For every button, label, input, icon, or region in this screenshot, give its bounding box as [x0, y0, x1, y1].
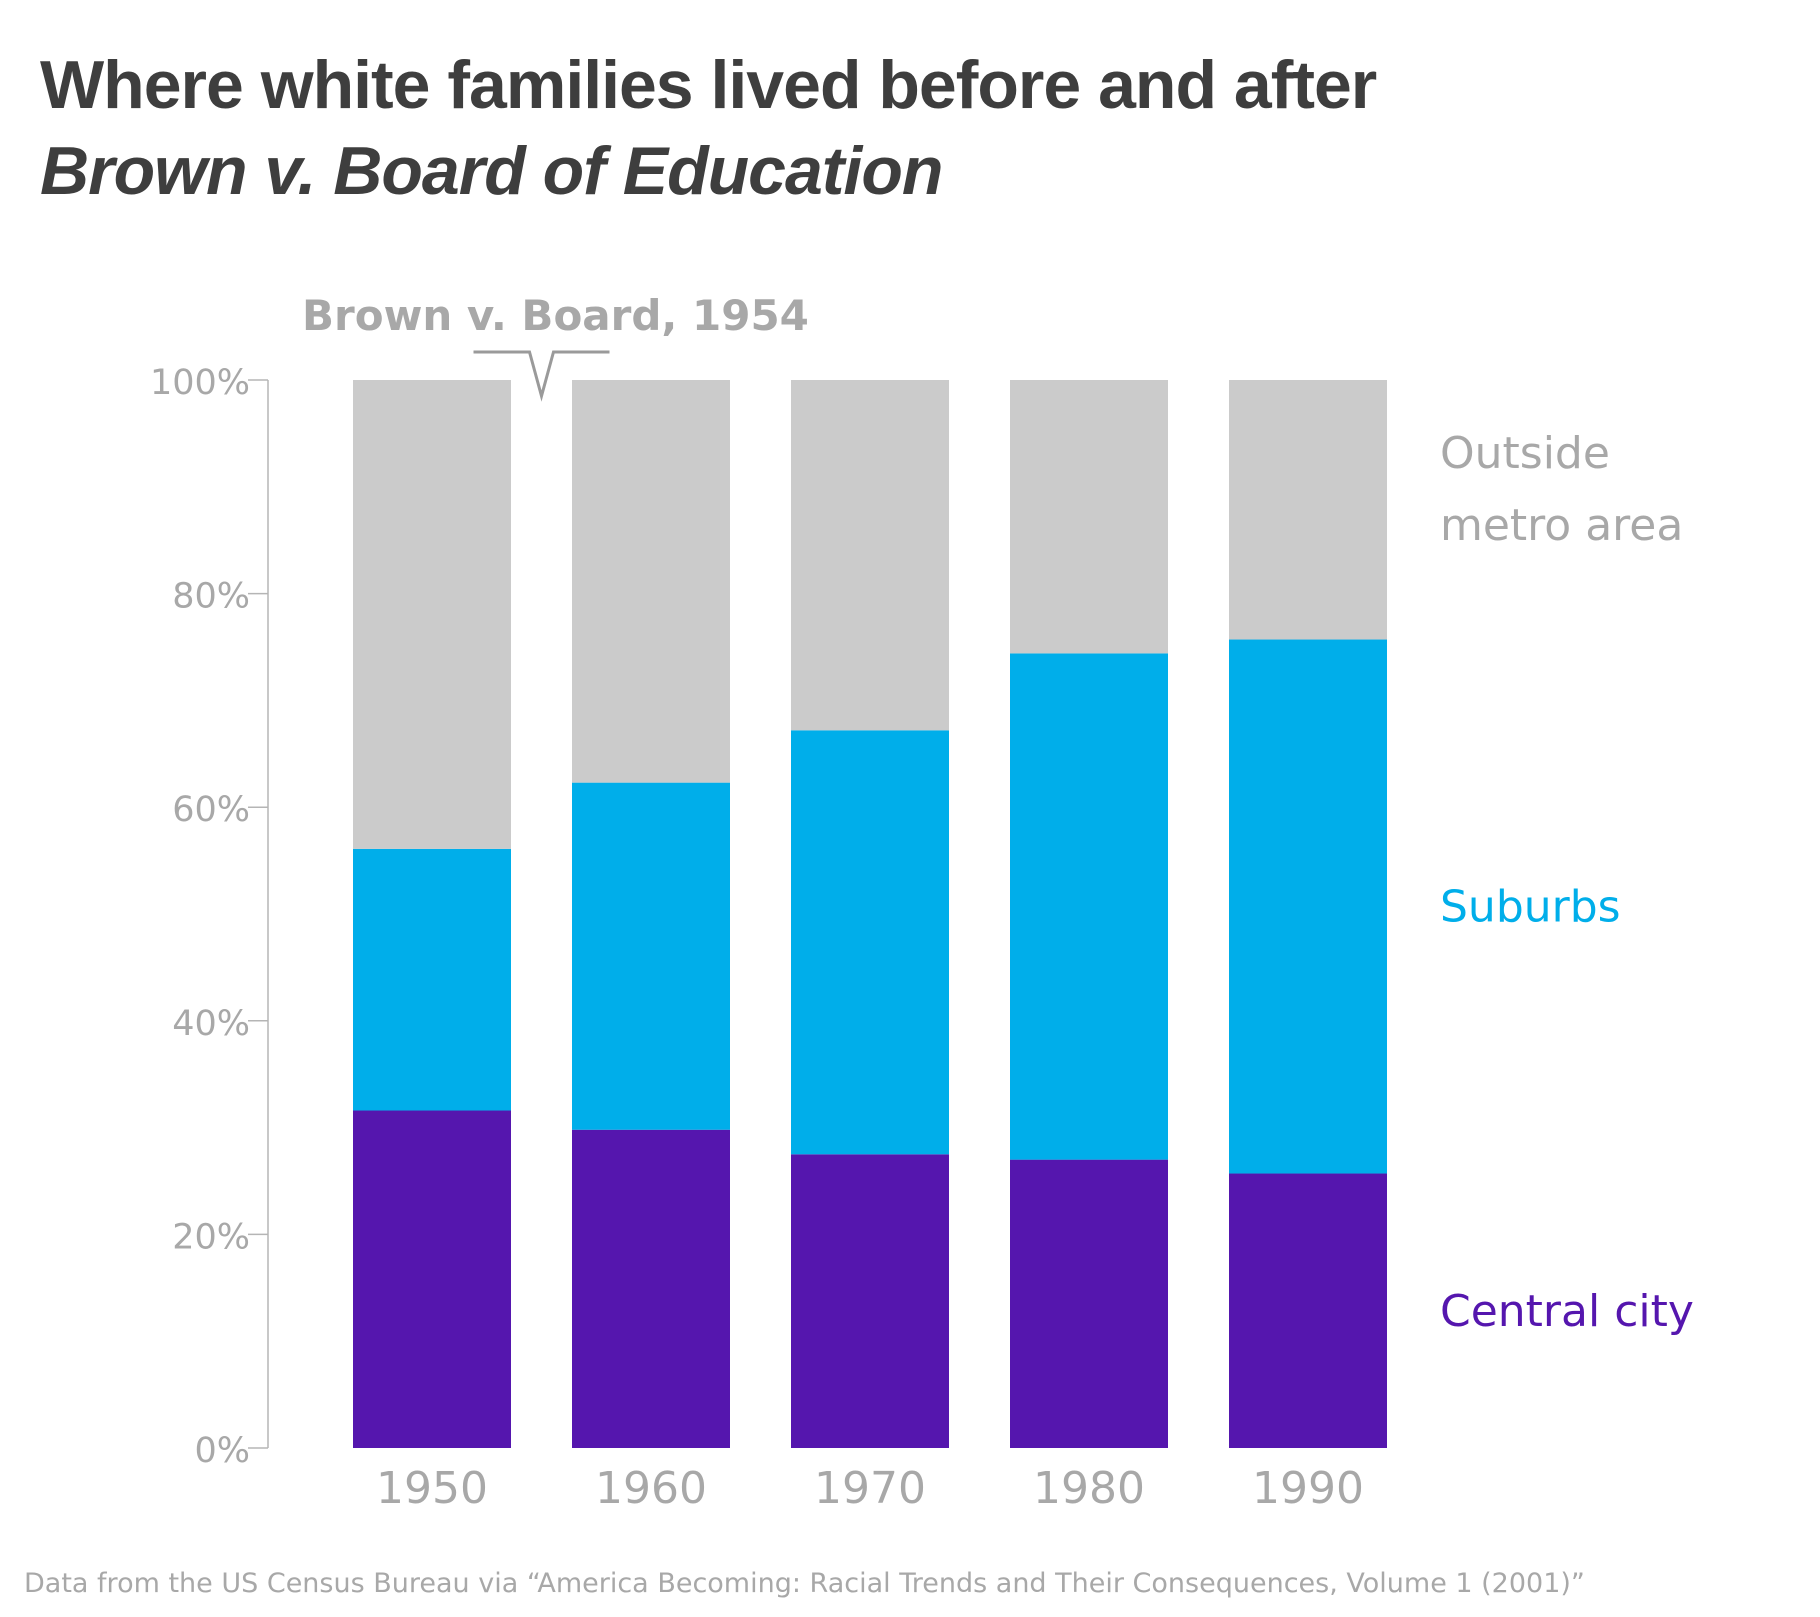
bar-segment-suburbs-1990: [1229, 639, 1387, 1174]
bar-segment-suburbs-1960: [572, 782, 730, 1130]
y-tick-label: 20%: [172, 1217, 250, 1257]
y-tick-label: 80%: [172, 577, 250, 617]
bar-segment-suburbs-1980: [1010, 653, 1168, 1160]
source-note: Data from the US Census Bureau via “Amer…: [24, 1568, 1585, 1599]
annotation-label: Brown v. Board, 1954: [302, 291, 809, 340]
annotation-marker: [473, 350, 610, 402]
bar-segment-central-city-1980: [1010, 1159, 1168, 1448]
x-tick-label: 1960: [595, 1463, 707, 1514]
bar-segment-suburbs-1950: [353, 848, 511, 1111]
bar-segment-suburbs-1970: [791, 730, 949, 1155]
series-label-central-city: Central city: [1440, 1286, 1694, 1337]
y-tick-label: 100%: [150, 363, 250, 403]
series-label-outside-metro-area: Outside: [1440, 428, 1610, 479]
series-label-outside-metro-area: metro area: [1440, 500, 1683, 551]
bar-segment-outside-metro-area-1990: [1229, 380, 1387, 640]
y-tick-label: 0%: [194, 1431, 250, 1471]
x-tick-label: 1990: [1252, 1463, 1364, 1514]
bar-segment-central-city-1960: [572, 1129, 730, 1448]
bar-segment-outside-metro-area-1950: [353, 380, 511, 849]
bar-segment-outside-metro-area-1980: [1010, 380, 1168, 654]
bar-segment-outside-metro-area-1960: [572, 380, 730, 783]
title-line-1: Where white families lived before and af…: [40, 47, 1377, 123]
bar-segment-central-city-1950: [353, 1110, 511, 1448]
x-tick-label: 1980: [1033, 1463, 1145, 1514]
bar-segment-central-city-1990: [1229, 1173, 1387, 1448]
bar-segment-central-city-1970: [791, 1154, 949, 1448]
y-tick-label: 60%: [172, 790, 250, 830]
chart-title: Where white families lived before and af…: [40, 42, 1377, 214]
x-tick-label: 1970: [814, 1463, 926, 1514]
x-tick-label: 1950: [376, 1463, 488, 1514]
series-label-suburbs: Suburbs: [1440, 882, 1621, 933]
bar-segment-outside-metro-area-1970: [791, 380, 949, 731]
y-tick-label: 40%: [172, 1004, 250, 1044]
title-line-2: Brown v. Board of Education: [40, 133, 943, 209]
